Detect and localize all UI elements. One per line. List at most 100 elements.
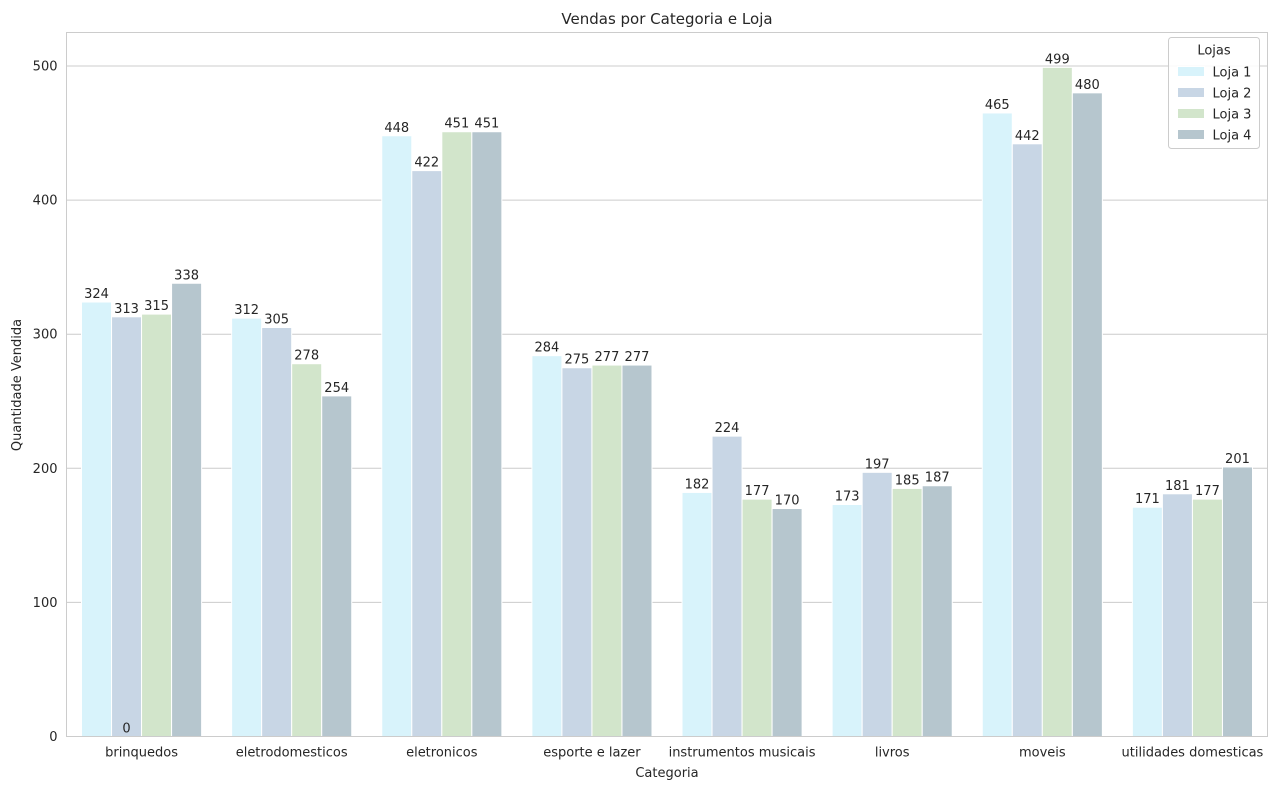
bar-value-label: 315 xyxy=(144,299,169,314)
bar-value-label: 187 xyxy=(925,471,950,486)
x-tick-label: instrumentos musicais xyxy=(669,746,816,761)
bar-loja-4 xyxy=(1071,92,1103,738)
bar-loja-4 xyxy=(1221,466,1253,737)
plot-frame xyxy=(66,32,1268,737)
x-tick-label: moveis xyxy=(1019,746,1066,761)
bar-loja-3 xyxy=(1041,66,1073,738)
bar-loja-3 xyxy=(441,131,473,737)
bars xyxy=(81,66,1253,738)
bar-value-label: 448 xyxy=(384,121,409,136)
bar-value-label: 181 xyxy=(1165,479,1190,494)
bar-value-label: 278 xyxy=(294,349,319,364)
x-tick-label: brinquedos xyxy=(105,746,178,761)
legend-swatch xyxy=(1177,129,1205,140)
bar-value-label: 305 xyxy=(264,313,289,328)
bar-value-label: 312 xyxy=(234,303,259,318)
bar-loja-2 xyxy=(1011,143,1043,737)
bar-loja-4 xyxy=(171,282,203,737)
bar-loja-3 xyxy=(1191,498,1223,737)
bar-loja-1 xyxy=(981,112,1013,737)
legend: Lojas Loja 1 Loja 2 Loja 3 Loja 4 xyxy=(1168,37,1260,149)
x-axis-label: Categoria xyxy=(635,766,698,781)
data-labels: 324 312 448 284 182 173 465 171 313 305 422 275 224 1… xyxy=(84,52,1250,736)
bar-value-label: 451 xyxy=(474,117,499,132)
x-tick-label: livros xyxy=(875,746,910,761)
legend-entry-label: Loja 1 xyxy=(1213,66,1252,81)
bar-loja-3 xyxy=(741,498,773,737)
bar-loja-4 xyxy=(921,485,953,738)
bar-loja-1 xyxy=(1131,506,1163,737)
bar-loja-3 xyxy=(591,364,623,737)
bar-loja-3 xyxy=(891,487,923,737)
bar-value-label: 451 xyxy=(444,117,469,132)
y-tick-label: 200 xyxy=(33,462,58,477)
bar-value-label: 177 xyxy=(745,484,770,499)
x-tick-label: utilidades domesticas xyxy=(1122,746,1264,761)
x-axis-ticks: brinquedos eletrodomesticos eletronicos esp… xyxy=(105,746,1263,761)
y-tick-label: 100 xyxy=(33,596,58,611)
legend-swatch xyxy=(1177,108,1205,119)
bar-value-label: 499 xyxy=(1045,52,1070,67)
bar-value-label: 480 xyxy=(1075,78,1100,93)
bar-value-label: 422 xyxy=(414,156,439,171)
bar-loja-1 xyxy=(681,491,713,737)
bar-value-label: 442 xyxy=(1015,129,1040,144)
legend-swatch xyxy=(1177,66,1205,77)
y-axis-ticks: 0 100 200 300 400 500 xyxy=(33,60,58,745)
y-tick-label: 500 xyxy=(33,60,58,75)
bar-value-label: 338 xyxy=(174,268,199,283)
bar-value-label: 224 xyxy=(715,421,740,436)
bar-loja-1 xyxy=(381,135,413,737)
bar-value-label: 277 xyxy=(595,350,620,365)
y-tick-label: 400 xyxy=(33,194,58,209)
bar-value-label: 182 xyxy=(685,477,710,492)
bar-value-label: 277 xyxy=(625,350,650,365)
bar-value-label: 284 xyxy=(534,341,559,356)
legend-entry-label: Loja 3 xyxy=(1213,108,1252,123)
annotation-label: 0 xyxy=(122,722,130,737)
bar-loja-2 xyxy=(1161,493,1193,738)
bar-loja-2 xyxy=(261,327,293,737)
x-tick-label: eletrodomesticos xyxy=(236,746,348,761)
bar-loja-1 xyxy=(81,301,113,737)
bar-value-label: 171 xyxy=(1135,492,1160,507)
bar-value-label: 177 xyxy=(1195,484,1220,499)
legend-entry-label: Loja 4 xyxy=(1213,129,1252,144)
bar-value-label: 275 xyxy=(565,353,590,368)
bar-loja-2 xyxy=(411,170,443,737)
y-tick-label: 0 xyxy=(49,730,57,745)
bar-loja-3 xyxy=(141,313,173,737)
bar-value-label: 173 xyxy=(835,490,860,505)
bar-loja-1 xyxy=(531,355,563,737)
bar-value-label: 254 xyxy=(324,381,349,396)
bar-value-label: 465 xyxy=(985,98,1010,113)
bar-loja-1 xyxy=(831,504,863,737)
bar-value-label: 324 xyxy=(84,287,109,302)
bar-loja-4 xyxy=(621,364,653,737)
bar-loja-4 xyxy=(471,131,503,737)
bar-loja-4 xyxy=(771,508,803,737)
bar-loja-4 xyxy=(321,395,353,737)
bar-value-label: 185 xyxy=(895,473,920,488)
bar-value-label: 313 xyxy=(114,302,139,317)
bar-loja-2 xyxy=(711,435,743,737)
legend-entry-label: Loja 2 xyxy=(1213,87,1252,102)
legend-swatch xyxy=(1177,87,1205,98)
y-axis-label: Quantidade Vendida xyxy=(10,319,25,451)
legend-box xyxy=(1168,37,1260,149)
bar-value-label: 170 xyxy=(775,494,800,509)
legend-title: Lojas xyxy=(1197,44,1231,59)
bar-loja-2 xyxy=(561,367,593,737)
x-tick-label: esporte e lazer xyxy=(543,746,641,761)
bar-loja-1 xyxy=(231,317,263,737)
bar-value-label: 197 xyxy=(865,457,890,472)
bar-value-label: 201 xyxy=(1225,452,1250,467)
chart-title: Vendas por Categoria e Loja xyxy=(561,10,772,28)
y-tick-label: 300 xyxy=(33,328,58,343)
x-tick-label: eletronicos xyxy=(406,746,478,761)
bar-loja-2 xyxy=(111,316,143,737)
bar-loja-2 xyxy=(861,471,893,737)
bar-loja-3 xyxy=(291,363,323,737)
